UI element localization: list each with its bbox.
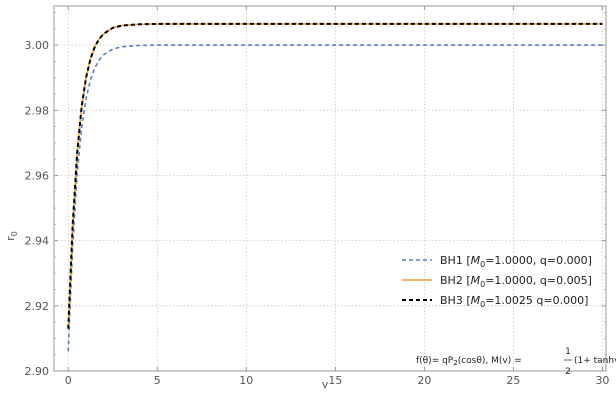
axes — [53, 5, 607, 372]
formula-annotation: f(θ)= qP2(cosθ), M(v) = 1 2 (1+ tanhv) — [416, 347, 616, 377]
legend-label-prefix: BH1 [ — [440, 254, 471, 267]
x-tick-label: 5 — [154, 374, 161, 387]
legend-label-rest: =1.0000, q=0.000] — [485, 254, 592, 267]
legend: BH1 [M0=1.0000, q=0.000]BH2 [M0=1.0000, … — [402, 254, 592, 309]
legend-label-1: BH1 [M0=1.0000, q=0.000] — [440, 254, 592, 269]
y-axis-label: r0 — [4, 231, 19, 241]
x-axis-label: v — [322, 378, 329, 391]
series-line-3 — [67, 22, 603, 329]
y-axis-label-subscript: 0 — [10, 231, 19, 236]
annotation-fraction-numerator: 1 — [565, 347, 571, 357]
series-lines — [67, 22, 603, 352]
x-tick-label: 0 — [65, 374, 72, 387]
legend-label-prefix: BH2 [ — [440, 274, 471, 287]
x-tick-label: 30 — [595, 374, 609, 387]
legend-label-subscript: 0 — [480, 260, 485, 269]
y-tick-label: 2.90 — [25, 365, 50, 378]
y-axis-label-main: r — [4, 236, 17, 241]
y-tick-label: 2.94 — [25, 235, 50, 248]
y-tick-label: 2.96 — [25, 169, 50, 182]
annotation-f-text: f(θ)= qP — [416, 356, 454, 366]
x-tick-label: 15 — [328, 374, 342, 387]
plot-frame — [53, 5, 607, 372]
legend-label-rest: =1.0000, q=0.005] — [485, 274, 592, 287]
legend-label-subscript: 0 — [480, 280, 485, 289]
legend-label-3: BH3 [M0=1.0025 q=0.000] — [440, 294, 588, 309]
legend-label-2: BH2 [M0=1.0000, q=0.005] — [440, 274, 592, 289]
annotation-middle-text: (cosθ), M(v) = — [458, 356, 522, 366]
y-tick-label: 2.92 — [25, 300, 50, 313]
annotation-left: f(θ)= qP2(cosθ), M(v) = — [416, 356, 522, 367]
x-tick-label: 25 — [506, 374, 520, 387]
y-tick-label: 3.00 — [25, 39, 50, 52]
legend-label-prefix: BH3 [ — [440, 294, 471, 307]
x-tick-label: 10 — [239, 374, 253, 387]
legend-label-mass: M — [471, 254, 481, 267]
annotation-fraction-denominator: 2 — [565, 367, 571, 377]
tick-labels: 0 5 10 15 20 25 302.902.922.942.962.983.00 — [25, 39, 610, 387]
legend-label-mass: M — [471, 294, 481, 307]
x-tick-label: 20 — [417, 374, 431, 387]
y-tick-label: 2.98 — [25, 104, 50, 117]
annotation-right: (1+ tanhv) — [574, 356, 616, 366]
legend-label-mass: M — [471, 274, 481, 287]
legend-label-subscript: 0 — [480, 300, 485, 309]
legend-label-rest: =1.0025 q=0.000] — [485, 294, 588, 307]
annotation-p-subscript: 2 — [453, 359, 457, 367]
grid — [54, 6, 606, 371]
